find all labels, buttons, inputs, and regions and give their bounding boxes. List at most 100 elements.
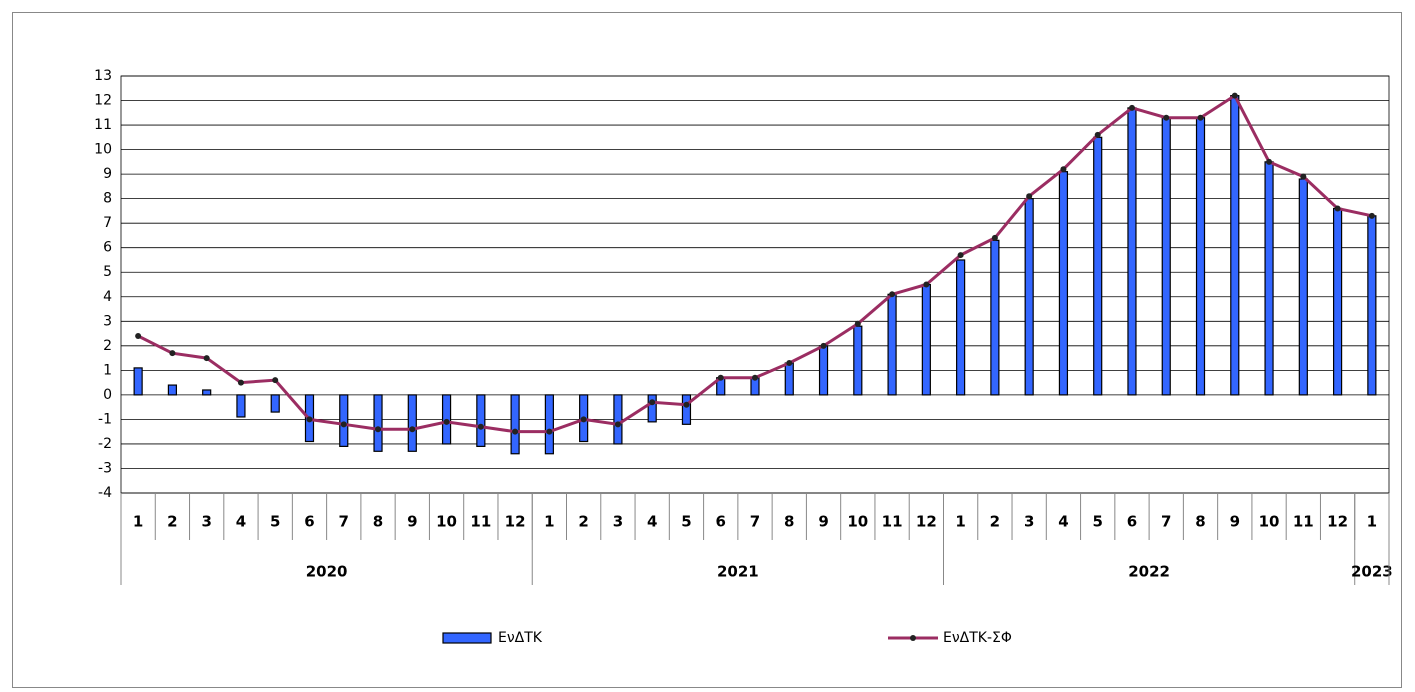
x-tick-label: 2 <box>167 513 177 531</box>
x-tick-label: 1 <box>544 513 554 531</box>
x-tick-label: 2 <box>990 513 1000 531</box>
line-marker <box>169 350 176 357</box>
y-tick-label: 8 <box>103 191 112 207</box>
y-tick-label: 1 <box>103 362 112 378</box>
y-tick-label: 7 <box>103 215 112 231</box>
x-tick-label: 1 <box>133 513 143 531</box>
year-label: 2023 <box>1351 563 1393 581</box>
bar <box>990 239 1000 396</box>
bar <box>681 394 692 425</box>
y-tick-label: -4 <box>98 485 112 501</box>
line-marker <box>512 428 519 435</box>
bar <box>853 325 863 396</box>
x-tick-label: 4 <box>236 513 246 531</box>
x-tick-label: 9 <box>1230 513 1240 531</box>
plot-frame <box>120 75 1390 494</box>
line-marker <box>580 416 587 423</box>
y-tick-label: 5 <box>103 264 112 280</box>
line-marker <box>1026 193 1033 200</box>
line-marker <box>237 379 244 386</box>
line-marker <box>889 291 896 298</box>
x-tick-label: 10 <box>847 513 868 531</box>
y-tick-label: -1 <box>98 411 112 427</box>
x-tick-label: 12 <box>916 513 937 531</box>
x-tick-label: 9 <box>407 513 417 531</box>
bar <box>1093 136 1103 396</box>
bar <box>407 394 417 452</box>
x-tick-label: 6 <box>716 513 726 531</box>
bar <box>1058 171 1069 396</box>
x-tick-label: 8 <box>784 513 794 531</box>
x-tick-label: 11 <box>882 513 903 531</box>
line-marker <box>1300 173 1307 180</box>
line-marker <box>409 426 416 433</box>
line-marker <box>752 374 758 381</box>
bar <box>1127 107 1137 396</box>
y-tick-label: 13 <box>94 68 112 84</box>
line-marker <box>786 359 793 366</box>
line-marker <box>1197 114 1204 121</box>
line-marker <box>820 342 827 349</box>
line-marker <box>1334 205 1341 212</box>
bar <box>373 394 383 452</box>
bar <box>236 394 246 418</box>
bar <box>510 394 520 455</box>
line-marker <box>203 355 210 362</box>
x-tick-label: 6 <box>1127 513 1137 531</box>
line-marker <box>546 428 553 435</box>
bar <box>476 394 486 447</box>
line-marker <box>614 421 621 428</box>
legend-marker <box>910 635 916 641</box>
year-label: 2020 <box>306 563 348 581</box>
y-tick-label: 6 <box>103 240 112 256</box>
x-tick-label: 8 <box>1195 513 1205 531</box>
x-tick-label: 4 <box>647 513 657 531</box>
y-tick-label: -2 <box>98 436 112 452</box>
legend-swatch <box>442 632 492 644</box>
x-tick-label: 12 <box>505 513 526 531</box>
year-label: 2021 <box>717 563 759 581</box>
bar <box>647 394 657 423</box>
bar <box>202 389 212 396</box>
bar <box>1161 117 1171 396</box>
line-marker <box>1163 114 1170 121</box>
bar <box>544 394 554 455</box>
x-tick-label: 12 <box>1327 513 1348 531</box>
bar <box>613 394 623 445</box>
bar <box>818 345 829 396</box>
x-tick-label: 10 <box>436 513 457 531</box>
x-tick-label: 1 <box>955 513 965 531</box>
line-marker <box>854 320 861 327</box>
line-marker <box>1368 212 1375 219</box>
x-tick-label: 5 <box>270 513 280 531</box>
y-tick-label: 10 <box>94 142 112 158</box>
bar <box>270 394 280 413</box>
y-tick-label: 0 <box>103 387 112 403</box>
bar <box>1264 161 1274 396</box>
bar <box>167 384 178 396</box>
bar <box>1367 215 1377 396</box>
legend-label: ΕνΔΤΚ <box>498 630 543 646</box>
x-tick-label: 5 <box>681 513 691 531</box>
y-tick-label: 3 <box>103 313 112 329</box>
x-tick-label: 8 <box>373 513 383 531</box>
line-marker <box>1128 104 1135 111</box>
x-tick-label: 10 <box>1259 513 1280 531</box>
x-tick-label: 11 <box>470 513 491 531</box>
line-marker <box>957 252 964 259</box>
y-tick-label: 4 <box>103 289 112 305</box>
line-marker <box>991 234 998 241</box>
line-marker <box>375 426 382 433</box>
line-marker <box>1094 131 1101 138</box>
x-tick-label: 1 <box>1367 513 1377 531</box>
x-tick-label: 11 <box>1293 513 1314 531</box>
line-marker <box>1060 166 1067 173</box>
line-marker <box>923 281 930 288</box>
bar <box>133 367 143 396</box>
x-tick-label: 5 <box>1092 513 1102 531</box>
x-tick-label: 3 <box>613 513 623 531</box>
bar <box>921 283 931 396</box>
x-tick-label: 3 <box>201 513 211 531</box>
bar <box>1024 198 1034 396</box>
